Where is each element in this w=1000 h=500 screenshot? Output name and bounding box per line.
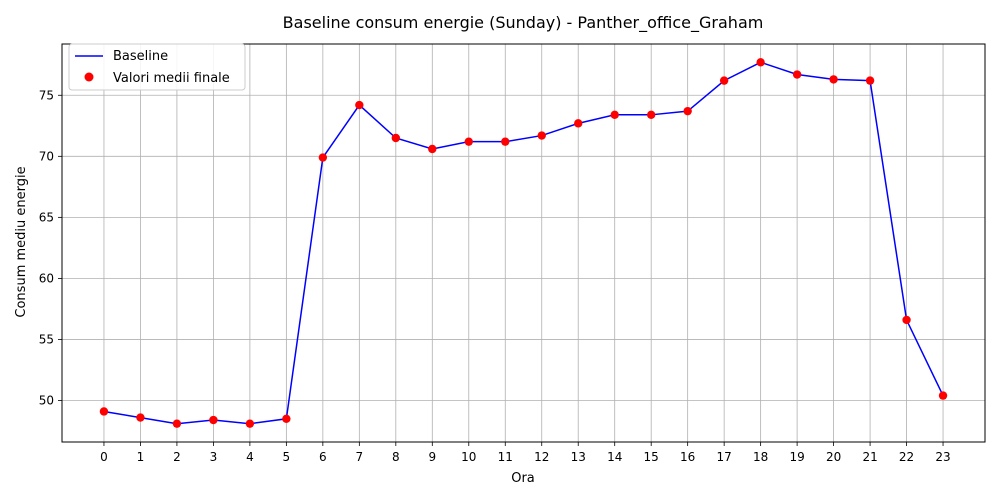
series-baseline bbox=[103, 61, 944, 425]
data-point bbox=[829, 75, 838, 84]
x-tick-label: 9 bbox=[428, 450, 436, 464]
chart-title: Baseline consum energie (Sunday) - Panth… bbox=[283, 13, 764, 33]
x-tick-label: 7 bbox=[356, 450, 364, 464]
x-tick-label: 3 bbox=[210, 450, 218, 464]
x-tick-label: 16 bbox=[680, 450, 695, 464]
y-axis-ticks: 50 55 60 65 70 75 bbox=[39, 88, 62, 407]
x-tick-label: 14 bbox=[607, 450, 622, 464]
x-tick-label: 4 bbox=[246, 450, 254, 464]
data-point bbox=[282, 414, 291, 424]
data-point bbox=[792, 70, 802, 79]
data-point bbox=[902, 315, 911, 325]
data-point bbox=[574, 119, 583, 128]
x-tick-label: 21 bbox=[862, 450, 877, 464]
data-point bbox=[537, 131, 546, 140]
y-tick-label: 70 bbox=[39, 149, 54, 163]
x-tick-label: 22 bbox=[899, 450, 914, 464]
x-tick-label: 19 bbox=[789, 450, 804, 464]
x-tick-label: 8 bbox=[392, 450, 400, 464]
x-tick-label: 18 bbox=[753, 450, 768, 464]
x-tick-label: 1 bbox=[137, 450, 145, 464]
x-axis-ticks: 0 1 2 3 4 5 6 7 8 9 10 11 12 13 14 15 16 17 18 19 20 21 22 23 bbox=[100, 442, 951, 464]
y-tick-label: 55 bbox=[39, 332, 54, 346]
data-point bbox=[136, 413, 145, 422]
x-tick-label: 5 bbox=[283, 450, 291, 464]
x-tick-label: 15 bbox=[644, 450, 659, 464]
y-tick-label: 65 bbox=[39, 210, 54, 224]
x-tick-label: 11 bbox=[498, 450, 513, 464]
legend-label-baseline: Baseline bbox=[113, 49, 168, 64]
data-point bbox=[683, 106, 692, 116]
x-tick-label: 2 bbox=[173, 450, 181, 464]
data-point bbox=[245, 419, 255, 428]
baseline-line bbox=[103, 61, 944, 425]
x-axis-label: Ora bbox=[511, 471, 535, 486]
data-point bbox=[209, 415, 218, 425]
x-tick-label: 6 bbox=[319, 450, 327, 464]
x-tick-label: 17 bbox=[717, 450, 732, 464]
x-tick-label: 0 bbox=[100, 450, 108, 464]
series-valori-medii-finale bbox=[99, 58, 948, 428]
data-point bbox=[464, 137, 473, 146]
y-tick-label: 75 bbox=[39, 88, 54, 102]
y-tick-label: 50 bbox=[39, 393, 54, 407]
legend: Baseline Valori medii finale bbox=[68, 43, 246, 91]
x-tick-label: 13 bbox=[571, 450, 586, 464]
data-point bbox=[646, 110, 656, 120]
plot-frame bbox=[61, 43, 986, 443]
x-tick-label: 12 bbox=[534, 450, 549, 464]
x-tick-label: 10 bbox=[461, 450, 476, 464]
legend-box bbox=[68, 43, 246, 91]
data-point bbox=[172, 419, 182, 428]
data-point bbox=[501, 137, 510, 146]
data-point bbox=[428, 144, 437, 154]
x-tick-label: 23 bbox=[935, 450, 950, 464]
x-tick-label: 20 bbox=[826, 450, 841, 464]
data-point bbox=[938, 391, 948, 400]
data-point bbox=[355, 100, 364, 110]
data-point bbox=[865, 76, 875, 85]
y-tick-label: 60 bbox=[39, 271, 54, 285]
data-point bbox=[99, 407, 109, 416]
grid bbox=[62, 44, 985, 442]
data-point bbox=[610, 110, 619, 120]
legend-label-valori-medii-finale: Valori medii finale bbox=[113, 71, 230, 86]
data-point bbox=[318, 153, 328, 162]
data-point bbox=[391, 133, 401, 143]
data-point bbox=[756, 58, 765, 67]
data-point bbox=[719, 76, 729, 85]
y-axis-label: Consum mediu energie bbox=[14, 166, 29, 317]
legend-marker-swatch bbox=[84, 72, 94, 82]
